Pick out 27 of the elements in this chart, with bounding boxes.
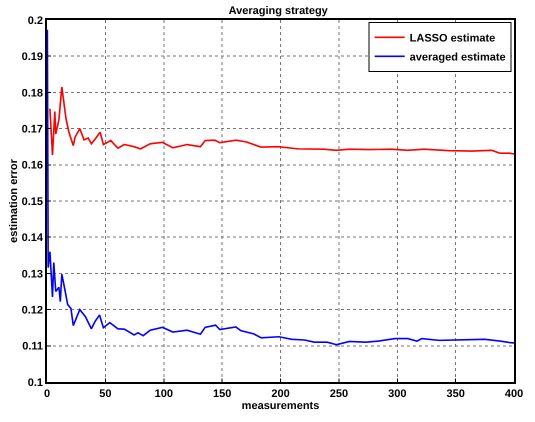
y-tick-label: 0.19 (22, 51, 44, 64)
y-tick-label: 0.2 (28, 14, 44, 27)
y-tick-label: 0.16 (22, 160, 44, 172)
legend-label: averaged estimate (410, 52, 506, 64)
x-tick-label: 350 (446, 388, 465, 400)
y-tick-label: 0.15 (22, 196, 44, 208)
y-tick-label: 0.1 (28, 376, 44, 389)
chart-title: Averaging strategy (228, 5, 329, 18)
y-tick-label: 0.18 (22, 87, 44, 100)
y-tick-label: 0.17 (22, 123, 44, 136)
y-tick-label: 0.11 (22, 340, 44, 353)
legend-label: LASSO estimate (410, 32, 496, 45)
x-tick-label: 200 (271, 388, 290, 400)
y-tick-label: 0.13 (22, 268, 44, 280)
x-tick-label: 300 (388, 388, 406, 400)
x-tick-label: 400 (504, 388, 524, 400)
line-series (49, 86, 514, 156)
x-tick-label: 0 (44, 388, 50, 400)
x-tick-label: 150 (212, 388, 232, 400)
y-tick-label: 0.12 (22, 304, 44, 316)
x-tick-label: 50 (99, 388, 112, 400)
line-series (47, 28, 514, 346)
x-tick-label: 250 (330, 388, 348, 400)
y-tick-label: 0.14 (22, 232, 44, 244)
x-tick-label: 100 (154, 388, 173, 400)
y-axis-title: estimation error (8, 158, 20, 243)
x-axis-title: measurements (242, 400, 320, 412)
